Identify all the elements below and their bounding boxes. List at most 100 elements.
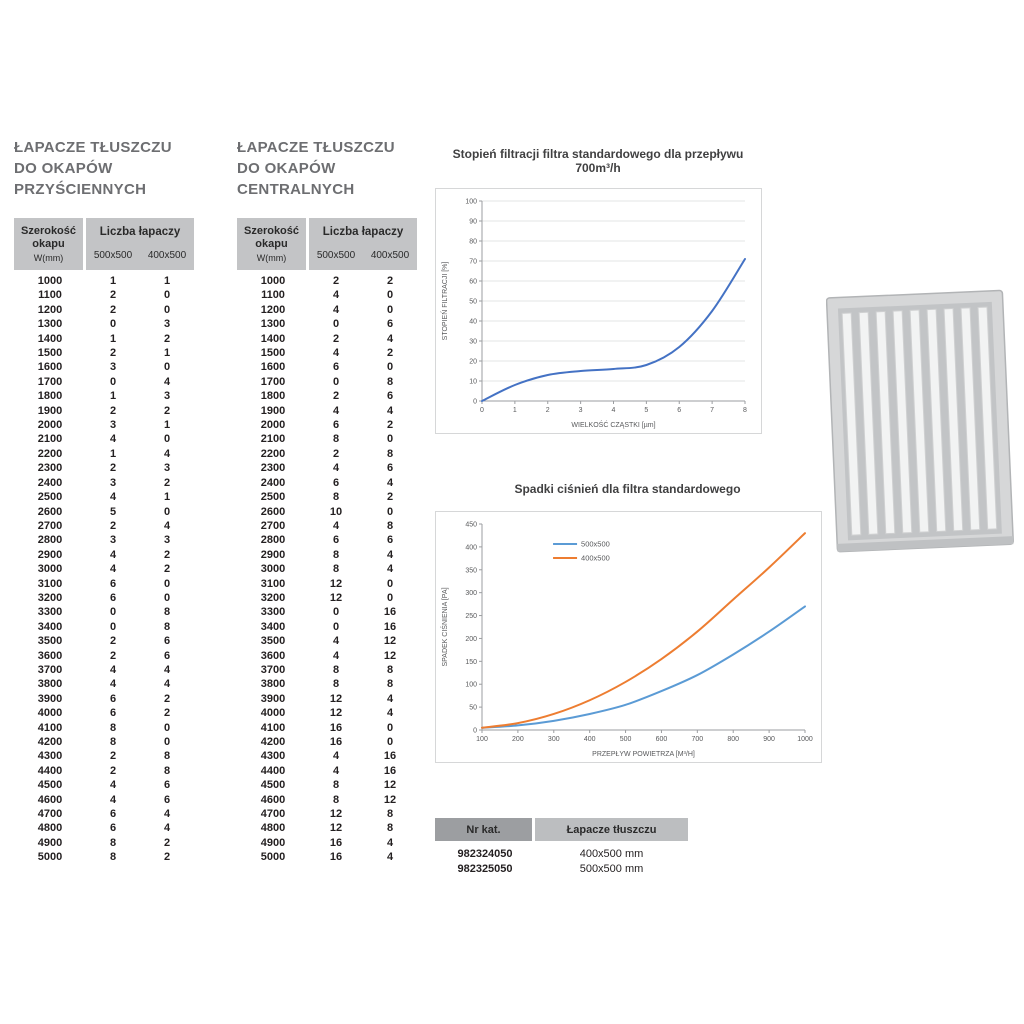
y-tick-label: 300 <box>465 590 477 597</box>
table-cell: 4500 <box>260 779 286 792</box>
table-cell: 3600 <box>260 649 286 662</box>
table-row: 4800 12 8 <box>237 821 417 835</box>
table-cell: 4 <box>163 375 171 388</box>
table-cell: 4 <box>386 476 394 489</box>
grille-slat <box>960 307 981 531</box>
header-sub-500x500: 500x500 <box>86 246 140 270</box>
table-cell: 16 <box>329 721 343 734</box>
x-tick-label: 300 <box>548 736 560 743</box>
table-cell: 2 <box>332 447 340 460</box>
table-cell: 2 <box>163 836 171 849</box>
table-cell: 4 <box>386 707 394 720</box>
header-width-column: Szerokość okapu W(mm) <box>237 218 309 270</box>
table-cell: 0 <box>163 721 171 734</box>
table-cell: 3100 <box>37 577 63 590</box>
catalog-body: 982324050 400x500 mm 982325050 500x500 mm <box>435 841 688 877</box>
table-cell: 6 <box>386 462 394 475</box>
table-cell: 982325050 <box>457 863 513 875</box>
legend-label: 500x500 <box>581 540 610 549</box>
x-tick-label: 0 <box>480 407 484 414</box>
table-cell: 500x500 mm <box>579 863 644 875</box>
table-cell: 4 <box>163 447 171 460</box>
x-axis-label: WIELKOŚĆ CZĄSTKI [µm] <box>571 420 655 429</box>
y-tick-label: 50 <box>469 299 477 306</box>
table-cell: 2800 <box>260 534 286 547</box>
table-cell: 2000 <box>260 419 286 432</box>
table-cell: 8 <box>163 606 171 619</box>
table-cell: 4 <box>386 692 394 705</box>
table-cell: 8 <box>332 779 340 792</box>
grille-slat <box>858 311 879 535</box>
table-row: 2100 4 0 <box>14 432 194 446</box>
table-row: 4000 12 4 <box>237 706 417 720</box>
table-cell: 1600 <box>37 361 63 374</box>
title-line: DO OKAPÓW <box>237 160 336 177</box>
table-row: 4700 12 8 <box>237 807 417 821</box>
table-row: 1800 2 6 <box>237 389 417 403</box>
table-cell: 3700 <box>37 663 63 676</box>
table-cell: 2 <box>163 476 171 489</box>
table-cell: 4 <box>332 750 340 763</box>
table-cell: 400x500 mm <box>579 848 644 860</box>
table-row: 3000 4 2 <box>14 562 194 576</box>
table-row: 1300 0 6 <box>237 317 417 331</box>
table-cell: 0 <box>332 620 340 633</box>
table-cell: 0 <box>163 577 171 590</box>
table-cell: 4 <box>109 548 117 561</box>
table-row: 3200 12 0 <box>237 591 417 605</box>
table-cell: 1600 <box>260 361 286 374</box>
table-row: 2200 1 4 <box>14 447 194 461</box>
table-cell: 6 <box>332 419 340 432</box>
table-row: 3200 6 0 <box>14 591 194 605</box>
table-cell: 1300 <box>37 318 63 331</box>
table-cell: 12 <box>383 649 397 662</box>
table-cell: 2 <box>386 419 394 432</box>
table-cell: 2 <box>332 275 340 287</box>
table-row: 4400 2 8 <box>14 764 194 778</box>
table-cell: 0 <box>332 375 340 388</box>
table-row: 3700 8 8 <box>237 663 417 677</box>
table-cell: 0 <box>386 591 394 604</box>
x-tick-label: 800 <box>727 736 739 743</box>
table-cell: 0 <box>163 433 171 446</box>
table-cell: 2400 <box>37 476 63 489</box>
x-tick-label: 3 <box>579 407 583 414</box>
table-cell: 4400 <box>260 764 286 777</box>
x-tick-label: 2 <box>546 407 550 414</box>
table-cell: 8 <box>386 519 394 532</box>
table-row: 3500 2 6 <box>14 634 194 648</box>
table-block-central: ŁAPACZE TŁUSZCZU DO OKAPÓW CENTRALNYCH S… <box>237 137 427 865</box>
table-cell: 2 <box>386 275 394 287</box>
table-row: 1400 2 4 <box>237 332 417 346</box>
table-cell: 16 <box>329 836 343 849</box>
table-row: 2800 6 6 <box>237 533 417 547</box>
table-cell: 2100 <box>260 433 286 446</box>
table-cell: 0 <box>163 736 171 748</box>
table-cell: 3 <box>163 318 171 331</box>
table-cell: 8 <box>109 721 117 734</box>
table-cell: 3700 <box>260 663 286 676</box>
table-cell: 4 <box>109 793 117 806</box>
table-cell: 8 <box>332 678 340 691</box>
table-row: 1000 2 2 <box>237 270 417 288</box>
table-row: 1100 4 0 <box>237 288 417 302</box>
table-cell: 4 <box>332 462 340 475</box>
table-cell: 0 <box>386 433 394 446</box>
table-cell: 1700 <box>37 375 63 388</box>
table-cell: 2000 <box>37 419 63 432</box>
table-row: 3100 6 0 <box>14 577 194 591</box>
table-cell: 6 <box>386 390 394 403</box>
table-wall-body: 1000 1 1 1100 2 0 1200 2 0 1300 0 3 1400 1 2 1500 2 1 1600… <box>14 270 194 865</box>
y-tick-label: 350 <box>465 567 477 574</box>
table-cell: 4200 <box>260 736 286 748</box>
table-cell: 4 <box>109 663 117 676</box>
table-cell: 2700 <box>260 519 286 532</box>
table-cell: 1 <box>109 332 117 345</box>
header-sub-500x500: 500x500 <box>309 246 363 270</box>
x-tick-label: 1 <box>513 407 517 414</box>
table-cell: 0 <box>332 606 340 619</box>
chart-pressure-svg: 0 50 100 150 200 250 300 350 400 450 100 200 300 400 5… <box>440 522 813 759</box>
y-tick-label: 30 <box>469 339 477 346</box>
table-cell: 2 <box>109 347 117 360</box>
table-central: Szerokość okapu W(mm) Liczba łapaczy 500… <box>237 218 417 865</box>
